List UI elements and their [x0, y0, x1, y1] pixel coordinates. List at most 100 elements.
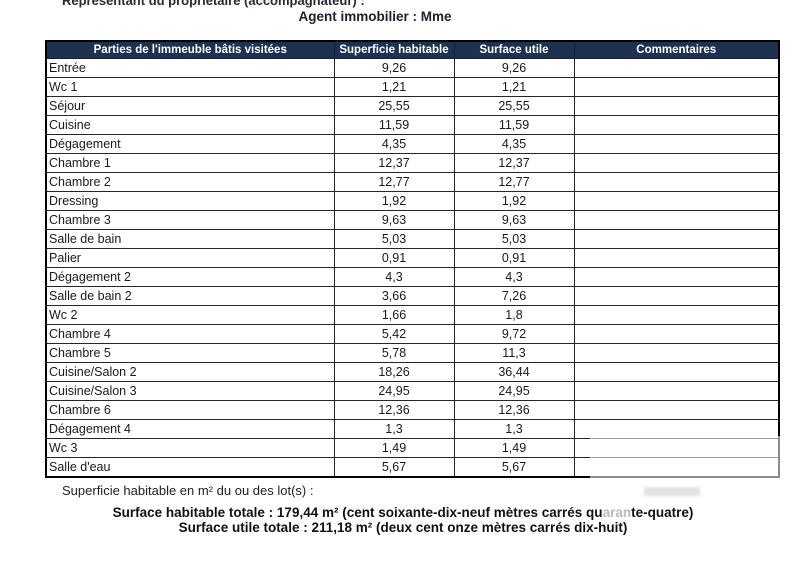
cell-comment [573, 267, 780, 287]
table-row: Chambre 5 5,78 11,3 [45, 343, 780, 363]
cell-room-name: Entrée [45, 58, 335, 78]
table-row: Wc 3 1,49 1,49 [45, 438, 780, 458]
agent-line: Agent immobilier : Mme [298, 9, 452, 24]
cell-superficie: 1,49 [333, 438, 455, 458]
cell-superficie: 12,77 [333, 172, 455, 192]
cell-surface: 0,91 [453, 248, 575, 268]
table-row: Chambre 4 5,42 9,72 [45, 324, 780, 344]
cell-superficie: 1,92 [333, 191, 455, 211]
cell-surface: 12,36 [453, 400, 575, 420]
cell-surface: 9,63 [453, 210, 575, 230]
column-header-superficie: Superficie habitable [333, 40, 455, 59]
column-header-parties: Parties de l'immeuble bâtis visitées [45, 40, 335, 59]
cell-surface: 9,26 [453, 58, 575, 78]
cell-comment [573, 305, 780, 325]
table-row: Dégagement 4 1,3 1,3 [45, 419, 780, 439]
cell-surface: 11,3 [453, 343, 575, 363]
table-row: Cuisine 11,59 11,59 [45, 115, 780, 135]
table-row: Cuisine/Salon 3 24,95 24,95 [45, 381, 780, 401]
cell-superficie: 1,21 [333, 77, 455, 97]
cell-room-name: Dégagement 4 [45, 419, 335, 439]
cell-surface: 11,59 [453, 115, 575, 135]
total-habitable-line: Surface habitable totale : 179,44 m² (ce… [0, 505, 800, 520]
cell-superficie: 12,36 [333, 400, 455, 420]
cell-comment [573, 229, 780, 249]
cell-comment [573, 58, 780, 78]
cell-superficie: 5,03 [333, 229, 455, 249]
total-habitable-suffix: te-quatre) [631, 505, 694, 520]
table-row: Chambre 3 9,63 9,63 [45, 210, 780, 230]
cell-surface: 4,3 [453, 267, 575, 287]
table-row: Dégagement 2 4,3 4,3 [45, 267, 780, 287]
table-row: Wc 2 1,66 1,8 [45, 305, 780, 325]
total-habitable-prefix: Surface habitable totale : 179,44 m² (ce… [112, 505, 603, 520]
cell-room-name: Chambre 3 [45, 210, 335, 230]
cell-comment [573, 324, 780, 344]
cell-superficie: 25,55 [333, 96, 455, 116]
cell-room-name: Palier [45, 248, 335, 268]
table-header-row: Parties de l'immeuble bâtis visitées Sup… [45, 40, 780, 59]
table-row: Salle de bain 2 3,66 7,26 [45, 286, 780, 306]
cell-comment [573, 419, 780, 439]
cell-room-name: Dégagement 2 [45, 267, 335, 287]
cell-room-name: Chambre 6 [45, 400, 335, 420]
cell-room-name: Chambre 4 [45, 324, 335, 344]
cell-surface: 7,26 [453, 286, 575, 306]
cell-comment [573, 343, 780, 363]
table-row: Chambre 6 12,36 12,36 [45, 400, 780, 420]
cell-comment [573, 77, 780, 97]
cell-comment [573, 248, 780, 268]
cell-surface: 1,21 [453, 77, 575, 97]
watermark-smudge [644, 487, 700, 496]
cell-superficie: 9,63 [333, 210, 455, 230]
cell-comment [573, 191, 780, 211]
cell-comment [573, 286, 780, 306]
cell-surface: 1,3 [453, 419, 575, 439]
cell-room-name: Salle de bain 2 [45, 286, 335, 306]
cell-surface: 4,35 [453, 134, 575, 154]
total-utile-line: Surface utile totale : 211,18 m² (deux c… [178, 520, 628, 535]
cell-comment [573, 438, 780, 458]
cell-surface: 1,8 [453, 305, 575, 325]
representant-line: Représentant du propriétaire (accompagna… [62, 0, 365, 8]
cell-superficie: 4,3 [333, 267, 455, 287]
cell-surface: 24,95 [453, 381, 575, 401]
cell-superficie: 18,26 [333, 362, 455, 382]
cell-room-name: Salle de bain [45, 229, 335, 249]
cell-room-name: Wc 1 [45, 77, 335, 97]
table-row: Cuisine/Salon 2 18,26 36,44 [45, 362, 780, 382]
cell-superficie: 3,66 [333, 286, 455, 306]
cell-surface: 5,67 [453, 457, 575, 478]
cell-comment [573, 381, 780, 401]
table-row: Entrée 9,26 9,26 [45, 58, 780, 78]
surfaces-table: Parties de l'immeuble bâtis visitées Sup… [45, 40, 780, 478]
cell-room-name: Wc 3 [45, 438, 335, 458]
cell-superficie: 1,66 [333, 305, 455, 325]
cell-superficie: 4,35 [333, 134, 455, 154]
cell-superficie: 9,26 [333, 58, 455, 78]
cell-superficie: 5,67 [333, 457, 455, 478]
cell-superficie: 0,91 [333, 248, 455, 268]
cell-room-name: Chambre 2 [45, 172, 335, 192]
cell-room-name: Salle d'eau [45, 457, 335, 478]
cell-room-name: Séjour [45, 96, 335, 116]
cell-room-name: Cuisine [45, 115, 335, 135]
cell-room-name: Chambre 1 [45, 153, 335, 173]
cell-room-name: Cuisine/Salon 2 [45, 362, 335, 382]
cell-surface: 12,77 [453, 172, 575, 192]
cell-superficie: 5,78 [333, 343, 455, 363]
total-habitable-faded: aran [602, 505, 632, 520]
cell-comment [573, 362, 780, 382]
cell-superficie: 12,37 [333, 153, 455, 173]
cell-room-name: Dressing [45, 191, 335, 211]
superficie-label: Superficie habitable en m² du ou des lot… [62, 483, 314, 498]
cell-superficie: 11,59 [333, 115, 455, 135]
cell-comment [573, 96, 780, 116]
cell-comment [573, 115, 780, 135]
cell-comment [573, 400, 780, 420]
table-row: Dégagement 4,35 4,35 [45, 134, 780, 154]
cell-comment [573, 153, 780, 173]
table-row: Salle d'eau 5,67 5,67 [45, 457, 780, 478]
cell-surface: 36,44 [453, 362, 575, 382]
